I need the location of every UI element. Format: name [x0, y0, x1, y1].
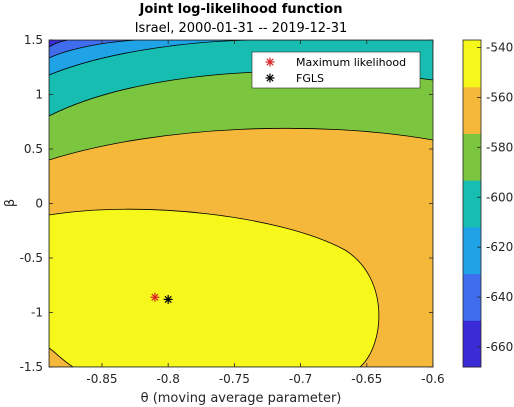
colorbar-segment	[463, 226, 481, 275]
y-tick-label: 0	[35, 197, 43, 211]
colorbar-segment	[463, 180, 481, 228]
colorbar-segment	[463, 40, 481, 88]
x-tick-label: -0.6	[421, 372, 444, 386]
contour-band-540	[49, 208, 380, 367]
legend-label-0: Maximum likelihood	[296, 56, 406, 69]
legend-box	[251, 51, 421, 89]
legend-marker-0	[265, 57, 275, 67]
x-tick-label: -0.75	[219, 372, 250, 386]
colorbar-tick-label: -560	[486, 90, 513, 104]
colorbar-frame	[462, 39, 482, 368]
colorbar-tick-label: -540	[486, 40, 513, 54]
colorbar-tick-label: -620	[486, 240, 513, 254]
colorbar: -540 -560 -580 -600 -620 -640 -660	[462, 39, 513, 368]
y-tick-label: 1.5	[24, 33, 43, 47]
chart-subtitle: Israel, 2000-01-31 -- 2019-12-31	[135, 21, 348, 36]
y-axis-label: β	[3, 199, 18, 207]
chart-markers	[150, 292, 173, 304]
colorbar-tick-label: -660	[486, 340, 513, 354]
y-axis: -1.5 -1 -0.5 0 0.5 1 1.5	[20, 33, 433, 374]
marker-fgls	[163, 294, 173, 304]
chart-title: Joint log-likelihood function	[139, 2, 343, 17]
contour-band-660	[49, 40, 69, 48]
colorbar-tick-label: -640	[486, 290, 513, 304]
y-tick-label: 1	[35, 88, 43, 102]
y-tick-label: 0.5	[24, 142, 43, 156]
x-axis: -0.85 -0.8 -0.75 -0.7 -0.65 -0.6	[86, 40, 445, 386]
plot-area	[49, 40, 433, 367]
y-tick-label: -0.5	[20, 251, 43, 265]
colorbar-segment	[463, 273, 481, 321]
x-tick-label: -0.8	[156, 372, 179, 386]
y-tick-label: -1	[31, 306, 43, 320]
colorbar-tick-label: -600	[486, 190, 513, 204]
marker-maximum-likelihood	[150, 292, 160, 302]
x-tick-label: -0.85	[86, 372, 117, 386]
x-tick-label: -0.7	[289, 372, 312, 386]
colorbar-segment	[463, 86, 481, 134]
colorbar-segment	[463, 133, 481, 181]
legend-marker-1	[265, 73, 275, 83]
legend-label-1: FGLS	[296, 72, 324, 85]
colorbar-segment	[463, 320, 481, 368]
y-tick-label: -1.5	[20, 360, 43, 374]
colorbar-tick-label: -580	[486, 140, 513, 154]
x-tick-label: -0.65	[351, 372, 382, 386]
x-axis-label: θ (moving average parameter)	[141, 391, 342, 406]
legend: Maximum likelihood FGLS	[251, 51, 421, 89]
